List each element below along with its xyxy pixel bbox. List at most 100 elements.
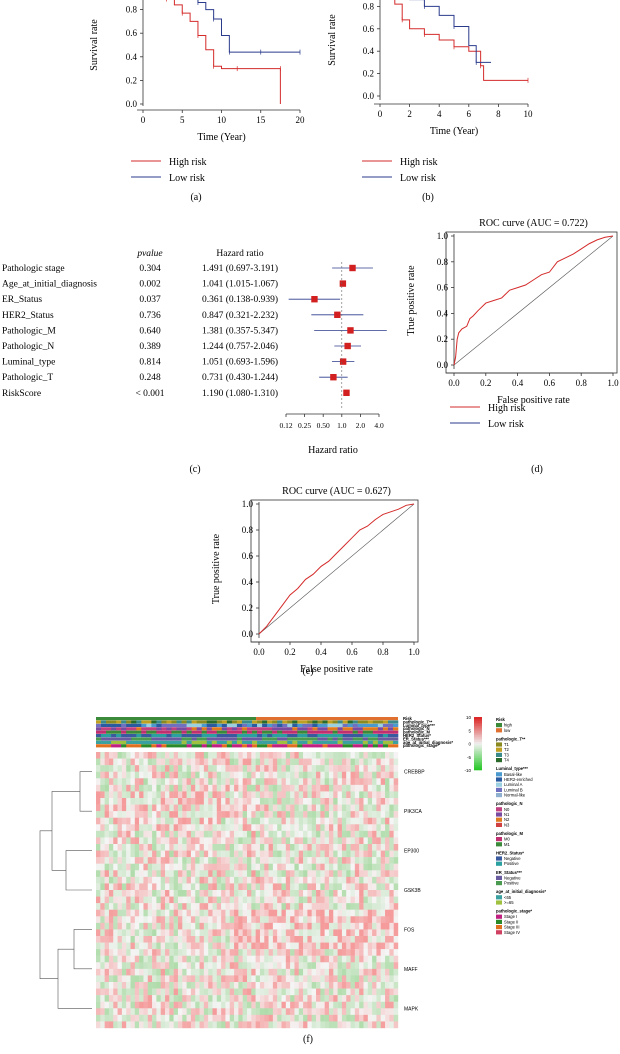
heatmap-cell <box>143 830 148 838</box>
heatmap-cell <box>294 758 299 766</box>
heatmap-cell <box>290 857 295 864</box>
heatmap-cell <box>212 850 217 858</box>
annotation-cell <box>161 720 167 724</box>
annotation-cell <box>146 744 152 748</box>
heatmap-cell <box>225 890 230 897</box>
heatmap-cell <box>234 752 239 759</box>
heatmap-cell <box>393 804 399 812</box>
heatmap-cell <box>389 949 394 956</box>
heatmap-cell <box>389 863 394 871</box>
heatmap-cell <box>212 771 217 779</box>
heatmap-cell <box>324 982 330 989</box>
heatmap-cell <box>160 955 166 963</box>
heatmap-cell <box>337 988 343 996</box>
heatmap-cell <box>281 784 287 792</box>
heatmap-cell <box>186 870 192 878</box>
x-tick-label: 0.12 <box>279 421 292 430</box>
heatmap-cell <box>333 804 338 812</box>
heatmap-cell <box>393 1001 399 1009</box>
heatmap-cell <box>363 890 368 897</box>
heatmap-cell <box>333 903 338 910</box>
heatmap-cell <box>195 975 200 983</box>
heatmap-cell <box>238 922 243 930</box>
heatmap-cell <box>186 955 192 963</box>
annotation-cell <box>247 727 253 731</box>
row-pvalue: 0.037 <box>139 295 161 305</box>
heatmap-cell <box>350 942 356 950</box>
heatmap-cell <box>328 850 334 858</box>
heatmap-cell <box>229 778 235 786</box>
heatmap-cell <box>208 1021 213 1029</box>
heatmap-cell <box>363 929 368 937</box>
heatmap-cell <box>346 995 351 1002</box>
heatmap-cell <box>203 778 209 786</box>
heatmap-cell <box>247 903 252 910</box>
heatmap-cell <box>117 955 123 963</box>
heatmap-cell <box>186 824 192 832</box>
heatmap-cell <box>363 883 368 891</box>
heatmap-cell <box>337 968 343 976</box>
heatmap-cell <box>367 824 373 832</box>
heatmap-cell <box>259 771 265 779</box>
heatmap-cell <box>234 758 239 766</box>
y-axis-label: Survival rate <box>327 14 338 66</box>
heatmap-cell <box>117 844 123 851</box>
heatmap-cell <box>346 758 351 766</box>
heatmap-cell <box>393 896 399 904</box>
heatmap-cell <box>156 883 161 891</box>
heatmap-cell <box>346 784 351 792</box>
annotation-cell <box>252 720 258 724</box>
heatmap-cell <box>294 771 299 779</box>
heatmap-cell <box>376 778 381 786</box>
heatmap-cell <box>203 850 209 858</box>
annotation-cell <box>151 720 157 724</box>
heatmap-cell <box>307 824 312 832</box>
heatmap-cell <box>247 752 252 759</box>
color-scale-cell <box>474 754 482 757</box>
annotation-cell <box>307 734 313 738</box>
heatmap-cell <box>294 936 299 943</box>
heatmap-cell <box>393 995 399 1002</box>
heatmap-cell <box>229 752 235 759</box>
heatmap-cell <box>225 896 230 904</box>
heatmap-cell <box>367 830 373 838</box>
heatmap-cell <box>203 896 209 904</box>
heatmap-cell <box>272 837 278 845</box>
heatmap-cell <box>341 1021 347 1029</box>
y-tick-label: 0.4 <box>363 46 375 56</box>
heatmap-cell <box>376 955 381 963</box>
heatmap-cell <box>354 883 360 891</box>
heatmap-cell <box>367 791 373 799</box>
heatmap-cell <box>173 1014 179 1022</box>
x-axis-label: False positive rate <box>300 664 373 675</box>
heatmap-cell <box>186 909 192 917</box>
heatmap-cell <box>156 968 161 976</box>
heatmap-cell <box>320 883 325 891</box>
row-hr-text: 1.491 (0.697-3.191) <box>202 263 278 274</box>
heatmap-cell <box>108 765 114 772</box>
heatmap-cell <box>113 1008 118 1016</box>
heatmap-cell <box>117 975 123 983</box>
annotation-cell <box>362 744 369 748</box>
heatmap-cell <box>121 863 127 871</box>
x-tick-label: 1.0 <box>337 421 347 430</box>
heatmap-cell <box>203 837 209 845</box>
heatmap-cell <box>341 752 347 759</box>
heatmap-cell <box>359 817 364 825</box>
heatmap-cell <box>341 890 347 897</box>
heatmap-cell <box>251 752 256 759</box>
heatmap-cell <box>117 791 123 799</box>
heatmap-cell <box>208 804 213 812</box>
heatmap-cell <box>203 876 209 884</box>
heatmap-cell <box>195 955 200 963</box>
annotation-cell <box>302 720 308 724</box>
heatmap-cell <box>298 909 304 917</box>
heatmap-cell <box>190 922 196 930</box>
heatmap-cell <box>108 830 114 838</box>
heatmap-cell <box>251 837 256 845</box>
heatmap-cell <box>294 988 299 996</box>
annotation-cell <box>191 740 197 744</box>
annotation-cell <box>292 730 298 734</box>
heatmap-cell <box>380 876 386 884</box>
heatmap-cell <box>165 936 170 943</box>
